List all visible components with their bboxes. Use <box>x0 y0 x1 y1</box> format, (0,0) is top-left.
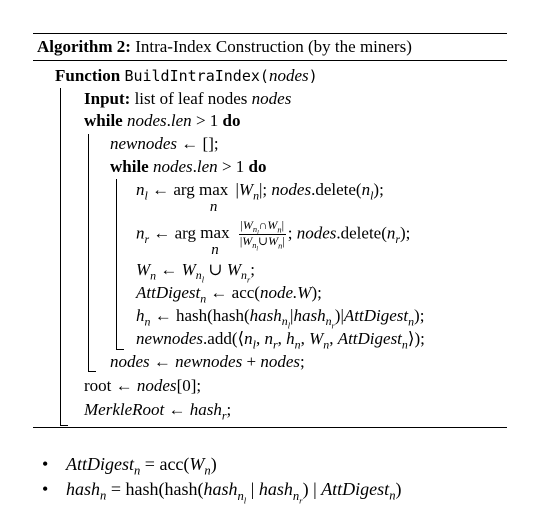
input-line: Input: list of leaf nodes nodes <box>84 89 291 109</box>
bullet-acc-rhs: = acc( <box>140 454 190 474</box>
bullet-hash-var: hash <box>258 479 293 499</box>
nodes-merge-line: nodes ← newnodes + nodes; <box>110 352 305 371</box>
var-newnodes: newnodes <box>136 329 204 348</box>
assign-op: ← <box>177 134 203 153</box>
max-text: max <box>198 180 229 199</box>
bottom-rule <box>33 427 507 428</box>
outer-while-bar <box>88 134 89 371</box>
empty-list: []; <box>202 134 219 153</box>
nodes-index: [0]; <box>176 376 202 395</box>
var-nodes: nodes <box>260 352 300 371</box>
newnodes-init-line: newnodes ← []; <box>110 134 219 154</box>
bullet-hash-lhs: hash <box>66 479 101 499</box>
outer-while-end <box>88 371 96 372</box>
outer-while-line: while nodes.len > 1 do <box>84 111 241 130</box>
algorithm-caption: Algorithm 2: Intra-Index Construction (b… <box>37 37 412 57</box>
root-line: root ← nodes[0]; <box>84 376 201 396</box>
var-len: len <box>196 157 218 176</box>
bullet-attdigest: • AttDigestn = acc(Wn) <box>42 454 217 478</box>
var-nodes: nodes <box>136 376 177 395</box>
var-newnodes: newnodes <box>175 352 243 371</box>
function-block-end <box>60 425 68 426</box>
algorithm-title: Intra-Index Construction (by the miners) <box>135 37 412 56</box>
assign-op: ← <box>206 283 232 302</box>
algorithm-label: Algorithm 2: <box>37 37 131 56</box>
caption-rule <box>33 60 507 61</box>
bullet-dot: • <box>42 479 49 499</box>
attdigest-line: AttDigestn ← acc(node.W); <box>136 283 322 306</box>
hn-hash-line: hn ← hash(hash(hashnl|hashnr)|AttDigestn… <box>136 306 425 331</box>
newnodes-add-line: newnodes.add(⟨nl, nr, hn, Wn, AttDigestn… <box>136 329 425 352</box>
acc-call: acc( <box>231 283 260 302</box>
jaccard-fraction: |Wnl∩Wn| |Wnl∪Wn| <box>238 218 286 254</box>
arg-text: arg <box>174 223 197 243</box>
var-nodes: nodes <box>296 223 337 243</box>
nr-assign-line: nr ← arg max n |Wnl∩Wn| |Wnl∪Wn| ; nodes.… <box>136 218 411 259</box>
assign-op: ← <box>164 400 190 419</box>
var-attdigest: AttDigest <box>343 306 409 325</box>
var-merkle-root: MerkleRoot <box>84 400 165 419</box>
function-param: nodes <box>268 66 309 85</box>
var-newnodes: newnodes <box>110 134 178 153</box>
top-rule <box>33 33 507 34</box>
while-keyword: while <box>110 157 149 176</box>
assign-op: ← <box>149 223 175 243</box>
assign-op: ← <box>156 260 182 279</box>
merkle-root-line: MerkleRoot ← hashr; <box>84 400 232 423</box>
gt-one: > 1 <box>191 111 223 130</box>
assign-op: ← <box>150 306 176 325</box>
var-nodes: nodes <box>126 111 167 130</box>
argmax: max n <box>198 180 229 215</box>
bullet-attdigest-lhs: AttDigest <box>66 454 134 474</box>
assign-op: ← <box>149 352 176 371</box>
assign-op: ← <box>147 180 174 199</box>
bullet-hash-var: hash <box>203 479 238 499</box>
input-var: nodes <box>251 89 292 108</box>
inner-while-line: while nodes.len > 1 do <box>110 157 267 176</box>
function-keyword: Function <box>55 66 121 85</box>
max-text: max <box>200 223 230 243</box>
delete-call: .delete( <box>336 223 387 243</box>
add-call: .add( <box>203 329 238 348</box>
do-keyword: do <box>222 111 241 130</box>
var-hash: hash <box>293 306 326 325</box>
nl-assign-line: nl ← arg max n |Wn|; nodes.delete(nl); <box>136 180 384 215</box>
arg-text: arg <box>173 180 195 199</box>
gt-one: > 1 <box>217 157 249 176</box>
var-len: len <box>170 111 192 130</box>
var-nodes: nodes <box>152 157 193 176</box>
assign-op: ← <box>111 376 137 395</box>
do-keyword: do <box>248 157 267 176</box>
var-node-w: node.W <box>259 283 312 302</box>
hash-call: hash <box>212 306 244 325</box>
while-keyword: while <box>84 111 123 130</box>
input-keyword: Input: <box>84 89 131 108</box>
bullet-dot: • <box>42 454 49 474</box>
bullet-hash-rhs: = hash(hash( <box>106 479 204 499</box>
hash-call: hash <box>175 306 208 325</box>
var-attdigest: AttDigest <box>337 329 402 348</box>
var-hash: hash <box>249 306 282 325</box>
argmax: max n <box>200 223 230 259</box>
inner-while-end <box>116 349 124 350</box>
function-line: Function BuildIntraIndex(nodes) <box>55 66 318 85</box>
var-root: root <box>84 376 112 395</box>
var-attdigest: AttDigest <box>136 283 201 302</box>
bullet-attdigest-var: AttDigest <box>321 479 390 499</box>
var-nodes: nodes <box>271 180 312 199</box>
delete-call: .delete( <box>311 180 362 199</box>
function-name: BuildIntraIndex <box>124 67 260 85</box>
input-text: list of leaf nodes <box>134 89 248 108</box>
bullet-hash: • hashn = hash(hash(hashnl | hashnr) | At… <box>42 479 402 506</box>
wn-union-line: Wn ← Wnl ∪ Wnr; <box>136 260 255 285</box>
inner-while-bar <box>116 179 117 349</box>
var-nodes: nodes <box>110 352 150 371</box>
var-hash: hash <box>189 400 222 419</box>
function-block-bar <box>60 88 61 425</box>
